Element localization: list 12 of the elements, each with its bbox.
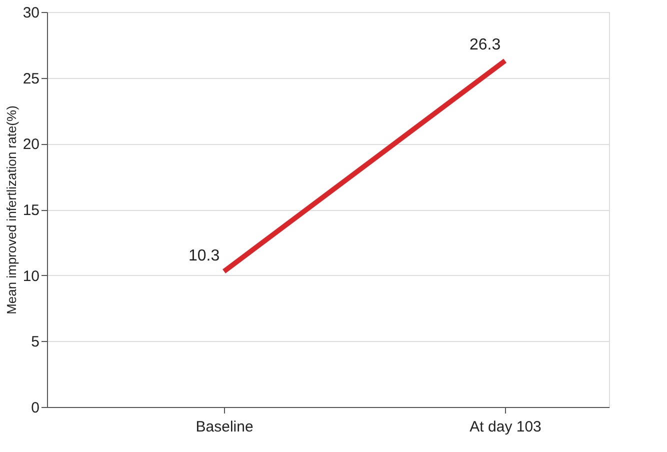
y-tick-label: 10: [22, 268, 40, 285]
x-tick-label: At day 103: [470, 418, 542, 436]
y-tick-label: 0: [31, 400, 40, 416]
y-tick-label: 5: [31, 334, 40, 351]
x-tick-label: Baseline: [196, 418, 254, 436]
y-tick-label: 30: [22, 4, 40, 22]
y-tick-label: 15: [22, 202, 40, 219]
data-label: 26.3: [469, 36, 501, 54]
y-axis-title: Mean improved infertlization rate(%): [4, 106, 19, 314]
y-tick-label: 25: [22, 70, 40, 88]
data-label: 10.3: [188, 247, 220, 264]
y-tick-label: 20: [22, 136, 40, 154]
